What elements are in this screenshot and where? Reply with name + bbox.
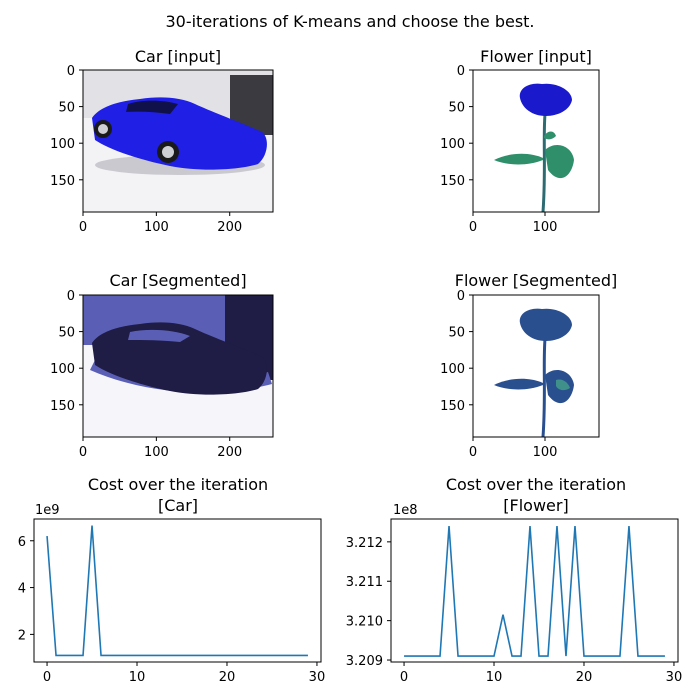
panel-flower-input: Flower [input] (472, 47, 600, 213)
y-offset-label: 1e9 (35, 503, 60, 518)
x-tick-label: 100 (144, 445, 169, 460)
car-segmented-image (83, 295, 273, 437)
flower-leaf-right (545, 145, 574, 179)
car-wheel-front-hub (98, 124, 108, 134)
car-wheel-rear-hub (162, 146, 174, 158)
flower-leaf-small (544, 131, 556, 140)
y-tick-label: 50 (58, 101, 75, 116)
y-tick-label: 0 (457, 289, 465, 304)
x-tick-label: 0 (43, 670, 51, 685)
y-offset-label: 1e8 (393, 503, 418, 518)
y-tick-label: 0 (457, 64, 465, 79)
y-tick-label: 0 (67, 64, 75, 79)
figure-title: 30-iterations of K-means and choose the … (165, 12, 535, 31)
flower-segmented-image (473, 295, 599, 437)
x-tick-label: 10 (486, 670, 503, 685)
panel-title: Car [input] (135, 47, 221, 66)
segment-car-highlight (128, 329, 190, 342)
x-tick-label: 0 (79, 220, 87, 235)
y-tick-label: 50 (58, 326, 75, 341)
y-tick-label: 0 (67, 289, 75, 304)
car-windshield (126, 100, 178, 114)
segment-car-body (92, 322, 267, 395)
panel-title: Flower [input] (480, 47, 592, 66)
y-tick-label: 100 (440, 362, 465, 377)
plot-frame (82, 294, 274, 438)
y-tick-label: 100 (50, 362, 75, 377)
x-tick-label: 10 (129, 670, 146, 685)
flower-leaf-left (494, 153, 543, 165)
panel-flower-segmented: Flower [Segmented] (455, 271, 618, 438)
y-tick-label: 50 (448, 101, 465, 116)
x-tick-label: 0 (400, 670, 408, 685)
y-tick-label: 150 (440, 399, 465, 414)
x-tick-label: 0 (469, 445, 477, 460)
y-tick-label: 3.209 (346, 654, 383, 669)
car-body (92, 97, 267, 170)
flower-stem (541, 113, 547, 212)
y-tick-label: 50 (448, 326, 465, 341)
y-tick-label: 4 (18, 582, 26, 597)
y-tick-label: 100 (50, 137, 75, 152)
plot-frame (82, 69, 274, 213)
y-tick-label: 6 (18, 535, 26, 550)
x-tick-label: 20 (219, 670, 236, 685)
y-tick-label: 150 (440, 174, 465, 189)
x-tick-label: 100 (533, 220, 558, 235)
x-tick-label: 200 (217, 445, 242, 460)
flower-leaf-highlight (556, 379, 570, 391)
plot-frame (472, 69, 600, 213)
x-tick-label: 100 (144, 220, 169, 235)
plot-frame (472, 294, 600, 438)
panel-car-segmented: Car [Segmented] (82, 271, 274, 438)
x-tick-label: 200 (217, 220, 242, 235)
flower-bloom (519, 83, 572, 116)
series-line-flower-cost (404, 526, 665, 657)
panel-title-line2: [Flower] (503, 496, 568, 515)
x-tick-label: 0 (79, 445, 87, 460)
y-tick-label: 150 (50, 399, 75, 414)
y-tick-label: 3.212 (346, 536, 383, 551)
x-tick-label: 100 (533, 445, 558, 460)
x-tick-label: 30 (666, 670, 683, 685)
flower-leaf-left (494, 378, 543, 390)
panel-car-input: Car [input] (82, 47, 274, 213)
flower-bloom (519, 308, 572, 341)
panel-cost-car: Cost over the iteration [Car] 1e9 (33, 475, 322, 663)
y-tick-label: 2 (18, 628, 26, 643)
x-tick-label: 0 (469, 220, 477, 235)
y-tick-label: 3.211 (346, 575, 383, 590)
panel-title-line2: [Car] (158, 496, 198, 515)
series-line-car-cost (46, 525, 308, 657)
panel-title-line1: Cost over the iteration (446, 475, 626, 494)
panel-title: Flower [Segmented] (455, 271, 618, 290)
y-tick-label: 100 (440, 137, 465, 152)
panel-cost-flower: Cost over the iteration [Flower] 1e8 (390, 475, 679, 663)
car-photo (83, 70, 273, 212)
y-tick-label: 3.210 (346, 615, 383, 630)
plot-frame (33, 518, 322, 663)
panel-title-line1: Cost over the iteration (88, 475, 268, 494)
x-tick-label: 30 (309, 670, 326, 685)
x-tick-label: 20 (576, 670, 593, 685)
y-tick-label: 150 (50, 174, 75, 189)
panel-title: Car [Segmented] (109, 271, 246, 290)
flower-stem (541, 338, 547, 437)
flower-photo (473, 70, 599, 212)
plot-frame (390, 518, 679, 663)
